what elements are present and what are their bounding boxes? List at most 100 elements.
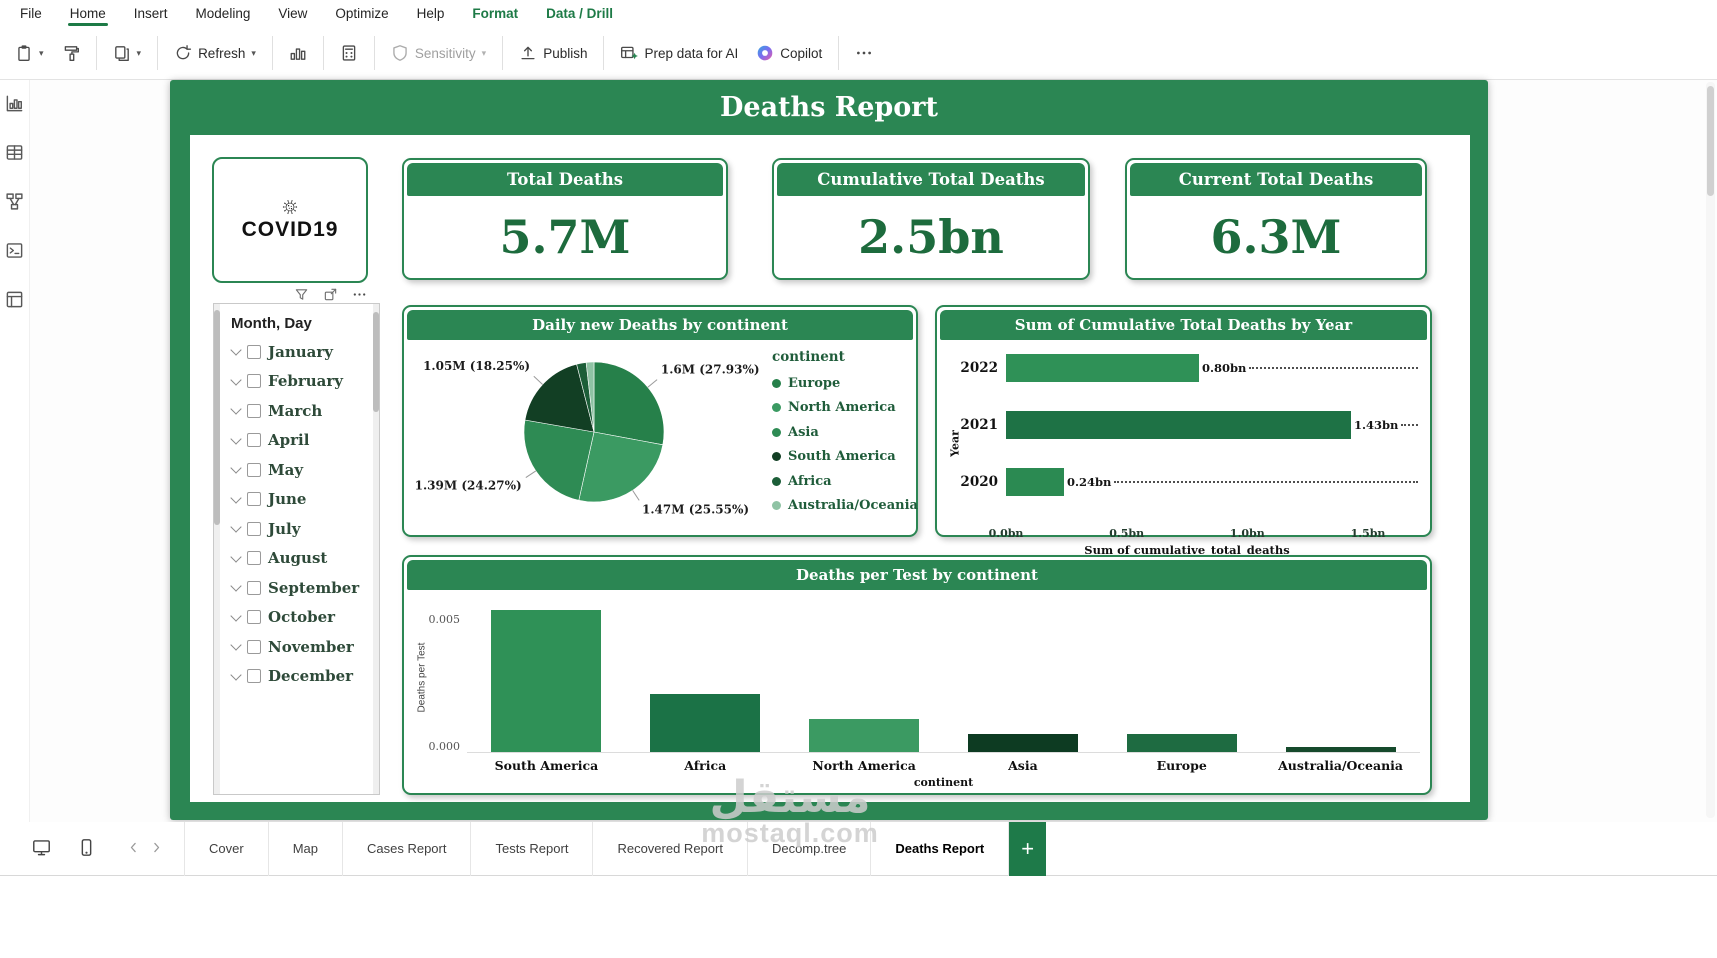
paste-button[interactable]: ▾ xyxy=(6,34,53,72)
vbar-bar-europe[interactable] xyxy=(1126,734,1237,752)
hbar-bar-2020[interactable] xyxy=(1006,467,1064,496)
vbar-bar-australia-oceania[interactable] xyxy=(1285,747,1396,752)
chevron-down-icon[interactable] xyxy=(230,433,242,445)
checkbox-may[interactable] xyxy=(247,462,261,477)
mobile-view-button[interactable] xyxy=(77,838,96,860)
checkbox-march[interactable] xyxy=(247,403,261,418)
next-page-button[interactable] xyxy=(150,841,163,857)
sensitivity-button[interactable]: Sensitivity ▾ xyxy=(382,34,495,72)
deaths-per-test-chart-visual[interactable]: Deaths per Test by continent Deaths per … xyxy=(402,555,1432,795)
slicer-item-june[interactable]: June xyxy=(214,485,379,515)
menu-item-data-drill[interactable]: Data / Drill xyxy=(546,6,613,21)
legend-item-europe[interactable]: Europe xyxy=(772,371,918,396)
chevron-down-icon[interactable] xyxy=(230,669,242,681)
menu-item-view[interactable]: View xyxy=(278,6,308,21)
slicer-item-january[interactable]: January xyxy=(214,337,379,367)
chevron-down-icon[interactable] xyxy=(230,639,242,651)
checkbox-june[interactable] xyxy=(247,492,261,507)
page-tab-tests-report[interactable]: Tests Report xyxy=(471,821,594,876)
pie-slice-europe[interactable] xyxy=(593,361,665,446)
slicer-scrollbar-right[interactable] xyxy=(373,304,379,794)
checkbox-august[interactable] xyxy=(247,551,261,566)
more-button[interactable] xyxy=(846,34,882,72)
chevron-down-icon[interactable] xyxy=(230,403,242,415)
page-tab-map[interactable]: Map xyxy=(269,821,343,876)
more-options-icon[interactable] xyxy=(352,287,367,302)
slicer-item-july[interactable]: July xyxy=(214,514,379,544)
covid-logo-card[interactable]: COVID19 xyxy=(212,157,368,283)
prep-data-for-ai-button[interactable]: Prep data for AI xyxy=(611,34,747,72)
report-page[interactable]: Deaths Report COVID19 Total Deaths 5.7M … xyxy=(170,80,1488,820)
pie-slice-north-america[interactable] xyxy=(578,431,664,503)
checkbox-december[interactable] xyxy=(247,669,261,684)
chevron-down-icon[interactable] xyxy=(230,344,242,356)
checkbox-september[interactable] xyxy=(247,580,261,595)
legend-item-asia[interactable]: Asia xyxy=(772,420,918,445)
pie-chart-visual[interactable]: Daily new Deaths by continent 1.6M (27.9… xyxy=(402,305,918,537)
report-view-button[interactable] xyxy=(5,94,24,116)
filter-icon[interactable] xyxy=(294,287,309,302)
page-tab-decomp-tree[interactable]: Decomp.tree xyxy=(748,821,872,876)
checkbox-january[interactable] xyxy=(247,344,261,359)
vbar-bar-africa[interactable] xyxy=(650,694,761,752)
checkbox-february[interactable] xyxy=(247,374,261,389)
menu-item-help[interactable]: Help xyxy=(416,6,445,21)
vbar-bar-north-america[interactable] xyxy=(809,719,920,752)
slicer-item-february[interactable]: February xyxy=(214,367,379,397)
scrollbar-thumb[interactable] xyxy=(214,310,220,525)
legend-item-north-america[interactable]: North America xyxy=(772,396,918,421)
slicer-item-october[interactable]: October xyxy=(214,603,379,633)
slicer-item-april[interactable]: April xyxy=(214,426,379,456)
chevron-down-icon[interactable] xyxy=(230,462,242,474)
menu-item-optimize[interactable]: Optimize xyxy=(335,6,389,21)
model-view-button[interactable] xyxy=(5,192,24,214)
kpi-card-current-total-deaths[interactable]: Current Total Deaths 6.3M xyxy=(1125,158,1427,280)
dax-query-view-button[interactable] xyxy=(5,241,24,263)
slicer-scrollbar-left[interactable] xyxy=(214,304,220,794)
refresh-button[interactable]: Refresh ▾ xyxy=(165,34,265,72)
slicer-item-may[interactable]: May xyxy=(214,455,379,485)
slicer-item-march[interactable]: March xyxy=(214,396,379,426)
checkbox-november[interactable] xyxy=(247,639,261,654)
year-bar-chart-visual[interactable]: Sum of Cumulative Total Deaths by Year Y… xyxy=(935,305,1432,557)
scrollbar-thumb[interactable] xyxy=(373,312,379,412)
chevron-down-icon[interactable] xyxy=(230,374,242,386)
menu-item-format[interactable]: Format xyxy=(472,6,519,21)
add-page-button[interactable]: + xyxy=(1009,821,1047,876)
publish-button[interactable]: Publish xyxy=(510,34,596,72)
menu-item-home[interactable]: Home xyxy=(56,0,120,27)
previous-page-button[interactable] xyxy=(127,841,140,857)
chevron-down-icon[interactable] xyxy=(230,580,242,592)
canvas-scrollbar[interactable] xyxy=(1706,82,1715,818)
legend-item-africa[interactable]: Africa xyxy=(772,469,918,494)
page-tab-cover[interactable]: Cover xyxy=(185,821,269,876)
focus-mode-icon[interactable] xyxy=(323,287,338,302)
checkbox-april[interactable] xyxy=(247,433,261,448)
month-day-slicer[interactable]: Month, Day January February March April May J… xyxy=(213,303,380,795)
kpi-card-cumulative-total-deaths[interactable]: Cumulative Total Deaths 2.5bn xyxy=(772,158,1090,280)
copilot-button[interactable]: Copilot xyxy=(747,34,831,72)
legend-item-south-america[interactable]: South America xyxy=(772,445,918,470)
data-view-button[interactable] xyxy=(5,143,24,165)
chevron-down-icon[interactable] xyxy=(230,551,242,563)
menu-item-modeling[interactable]: Modeling xyxy=(195,6,251,21)
menu-item-insert[interactable]: Insert xyxy=(133,6,168,21)
slicer-item-december[interactable]: December xyxy=(214,662,379,692)
pie-slice-australia-oceania[interactable] xyxy=(585,361,595,433)
chevron-down-icon[interactable] xyxy=(230,610,242,622)
chevron-down-icon[interactable] xyxy=(230,521,242,533)
slicer-item-september[interactable]: September xyxy=(214,573,379,603)
copy-visual-button[interactable]: ▾ xyxy=(104,34,151,72)
format-painter-button[interactable] xyxy=(53,34,89,72)
menu-item-file[interactable]: File xyxy=(20,6,42,21)
chevron-down-icon[interactable] xyxy=(230,492,242,504)
slicer-item-august[interactable]: August xyxy=(214,544,379,574)
scrollbar-thumb[interactable] xyxy=(1707,86,1714,196)
desktop-view-button[interactable] xyxy=(32,838,51,860)
calculator-button[interactable] xyxy=(331,34,367,72)
page-tab-deaths-report[interactable]: Deaths Report xyxy=(871,821,1010,876)
report-layout-button[interactable] xyxy=(5,290,24,312)
slicer-item-november[interactable]: November xyxy=(214,632,379,662)
hbar-bar-2021[interactable] xyxy=(1006,410,1351,439)
hbar-bar-2022[interactable] xyxy=(1006,353,1199,382)
